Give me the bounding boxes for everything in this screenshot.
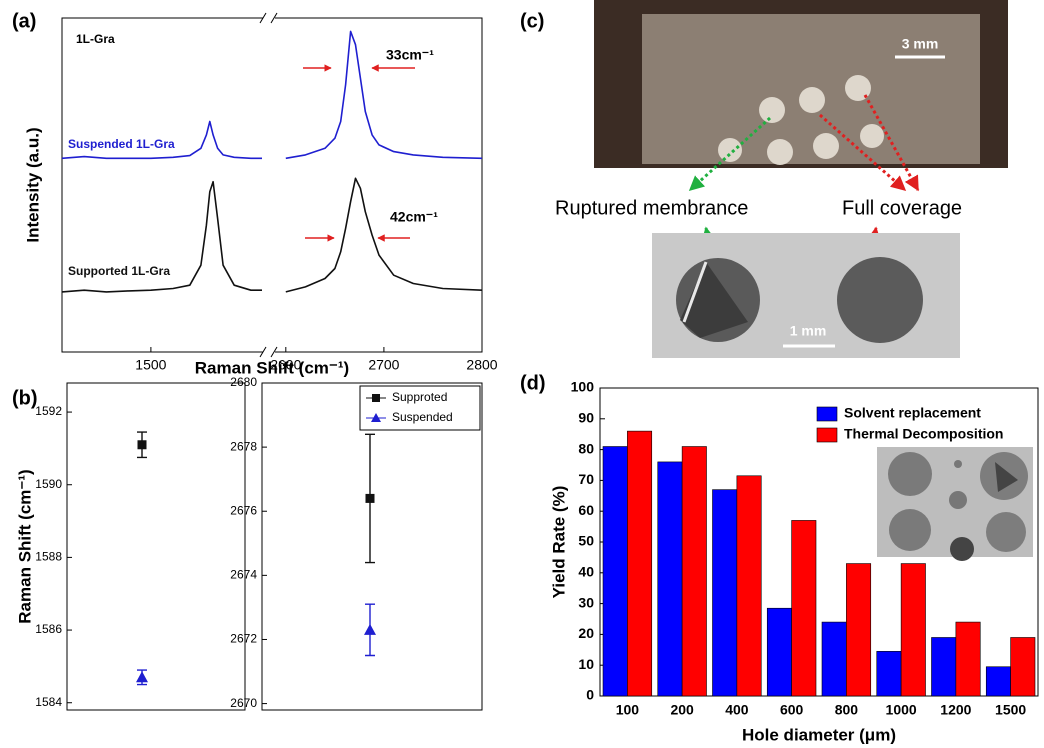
panel-label: (a) <box>12 10 36 32</box>
y-tick-label: 2674 <box>230 568 257 582</box>
y-tick-label: 10 <box>578 656 594 672</box>
bar <box>767 608 791 696</box>
y-tick-label: 80 <box>578 440 594 456</box>
x-tick-label: 2800 <box>466 357 497 373</box>
point <box>138 440 147 449</box>
figure: (c) 3 mm Ruptured membrance Full coverag… <box>0 0 1044 748</box>
plot-frame <box>62 18 482 352</box>
y-tick-label: 100 <box>571 379 595 395</box>
spectrum-line <box>286 31 482 158</box>
photo-label: Full coverage <box>842 197 962 219</box>
legend-swatch <box>817 428 837 442</box>
x-tick-label: 2700 <box>368 357 399 373</box>
point <box>364 624 376 635</box>
bar <box>877 651 901 696</box>
y-tick-label: 20 <box>578 625 594 641</box>
y-tick-label: 1586 <box>35 622 62 636</box>
spectrum-line <box>286 178 482 292</box>
bar <box>986 667 1010 696</box>
annotation: 33cm⁻¹ <box>386 47 434 63</box>
annotation: 42cm⁻¹ <box>390 209 438 225</box>
y-tick-label: 30 <box>578 594 594 610</box>
y-tick-label: 40 <box>578 564 594 580</box>
x-tick-label: 400 <box>725 702 749 718</box>
legend-swatch <box>817 407 837 421</box>
inset-image <box>877 447 1033 561</box>
series-label: Supported 1L-Gra <box>68 264 170 278</box>
photo-label: Ruptured membrance <box>555 197 748 219</box>
legend-marker <box>372 394 380 402</box>
point <box>366 494 375 503</box>
y-tick-label: 0 <box>586 687 594 703</box>
y-tick-label: 2680 <box>230 375 257 389</box>
x-tick-label: 800 <box>835 702 859 718</box>
bar <box>1011 637 1035 696</box>
legend-label: Supproted <box>392 390 447 404</box>
x-tick-label: 1500 <box>135 357 166 373</box>
y-tick-label: 1590 <box>35 477 62 491</box>
y-tick-label: 2670 <box>230 696 257 710</box>
legend-label: Thermal Decomposition <box>844 426 1003 442</box>
panel-label: (c) <box>520 10 544 32</box>
legend-label: Suspended <box>392 410 453 424</box>
bar <box>713 490 737 696</box>
y-tick-label: 2672 <box>230 632 257 646</box>
bar <box>682 447 706 696</box>
bar <box>956 622 980 696</box>
bar <box>792 520 816 696</box>
bar <box>901 564 925 696</box>
bar <box>627 431 651 696</box>
point <box>136 671 148 682</box>
scale-label: 1 mm <box>790 323 827 339</box>
y-tick-label: 1588 <box>35 550 62 564</box>
annotation: 1L-Gra <box>76 32 115 46</box>
series-label: Suspended 1L-Gra <box>68 137 175 151</box>
y-tick-label: 90 <box>578 410 594 426</box>
bar <box>658 462 682 696</box>
y-tick-label: 1584 <box>35 695 62 709</box>
x-tick-label: 100 <box>616 702 640 718</box>
plot-frame <box>262 383 482 710</box>
x-axis-label: Hole diameter (μm) <box>742 725 896 744</box>
y-tick-label: 50 <box>578 533 594 549</box>
y-tick-label: 2676 <box>230 503 257 517</box>
panel-label: (b) <box>12 387 38 409</box>
x-tick-label: 600 <box>780 702 804 718</box>
plot-frame <box>67 383 245 710</box>
y-axis-label: Raman Shift (cm⁻¹) <box>15 469 34 623</box>
scale-label: 3 mm <box>902 36 939 52</box>
x-tick-label: 1200 <box>940 702 971 718</box>
y-tick-label: 60 <box>578 502 594 518</box>
photo-panel: (c) 3 mm Ruptured membrance Full coverag… <box>520 0 1008 358</box>
bar <box>932 637 956 696</box>
panel-label: (d) <box>520 372 546 394</box>
x-tick-label: 1500 <box>995 702 1026 718</box>
bar <box>737 476 761 696</box>
x-axis-label: Raman Shift (cm⁻¹) <box>195 358 349 377</box>
x-tick-label: 200 <box>670 702 694 718</box>
legend-label: Solvent replacement <box>844 405 981 421</box>
bar <box>603 447 627 696</box>
bar <box>846 564 870 696</box>
y-tick-label: 70 <box>578 471 594 487</box>
y-axis-label: Yield Rate (%) <box>549 486 568 599</box>
x-tick-label: 1000 <box>886 702 917 718</box>
y-tick-label: 1592 <box>35 404 62 418</box>
y-axis-label: Intensity (a.u.) <box>23 127 42 242</box>
y-tick-label: 2678 <box>230 439 257 453</box>
bar <box>822 622 846 696</box>
